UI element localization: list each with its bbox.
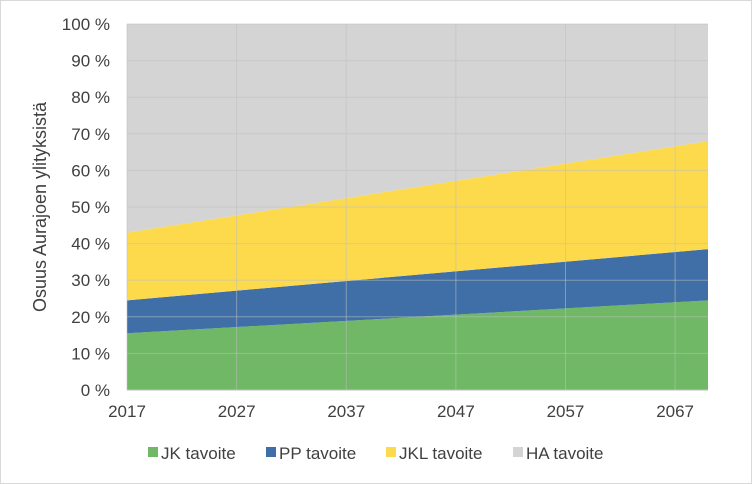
y-tick-label: 40 % <box>71 235 110 254</box>
legend-swatch <box>266 447 276 457</box>
legend-swatch <box>148 447 158 457</box>
area-series-1 <box>127 300 708 390</box>
y-tick-label: 30 % <box>71 271 110 290</box>
x-tick-label: 2067 <box>656 402 694 421</box>
legend-label: PP tavoite <box>279 444 356 463</box>
y-tick-label: 10 % <box>71 344 110 363</box>
y-tick-label: 100 % <box>62 15 110 34</box>
legend-label: JKL tavoite <box>399 444 482 463</box>
legend-label: HA tavoite <box>526 444 604 463</box>
x-tick-label: 2047 <box>437 402 475 421</box>
y-tick-label: 90 % <box>71 52 110 71</box>
x-tick-label: 2057 <box>547 402 585 421</box>
legend-label: JK tavoite <box>161 444 236 463</box>
y-axis-title: Osuus Aurajoen ylityksistä <box>30 101 50 312</box>
y-tick-label: 70 % <box>71 125 110 144</box>
x-tick-label: 2037 <box>327 402 365 421</box>
y-tick-label: 50 % <box>71 198 110 217</box>
y-tick-label: 60 % <box>71 161 110 180</box>
area-series-3 <box>127 141 708 301</box>
area-series-4 <box>127 24 708 233</box>
legend-swatch <box>513 447 523 457</box>
x-tick-label: 2027 <box>218 402 256 421</box>
y-tick-label: 80 % <box>71 88 110 107</box>
y-tick-label: 0 % <box>81 381 110 400</box>
legend-swatch <box>386 447 396 457</box>
area-series-2 <box>127 249 708 334</box>
y-tick-label: 20 % <box>71 308 110 327</box>
x-tick-label: 2017 <box>108 402 146 421</box>
